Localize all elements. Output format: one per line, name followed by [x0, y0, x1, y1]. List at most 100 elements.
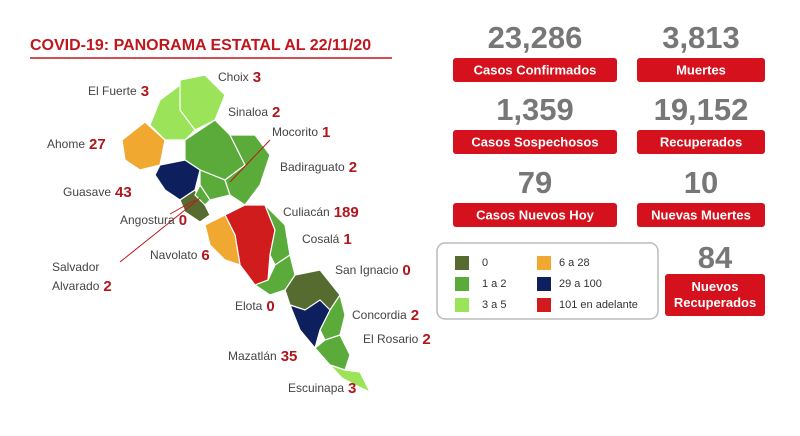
municipality-value: 35: [281, 348, 298, 365]
municipality-value: 6: [201, 247, 209, 264]
municipality-name: Angostura: [120, 213, 175, 227]
municipality-label: Navolato 6: [150, 247, 210, 264]
stat-label: Recuperados: [660, 134, 742, 149]
legend-swatch: [537, 256, 551, 270]
stat-value: 19,152: [654, 92, 749, 127]
stat-value: 10: [684, 165, 718, 200]
municipality-name: Choix: [218, 70, 249, 84]
stat-label: Muertes: [676, 62, 726, 77]
municipality-name: El Fuerte: [88, 84, 137, 98]
legend-swatch: [455, 256, 469, 270]
municipality-value: 0: [402, 262, 410, 279]
municipality-area: [288, 299, 331, 350]
municipality-area: [194, 183, 211, 206]
legend-label: 6 a 28: [559, 257, 590, 269]
municipality-value: 0: [266, 298, 274, 315]
municipality-name: San Ignacio: [335, 263, 399, 277]
municipality-label: Alvarado 2: [52, 278, 112, 295]
municipality-name: Guasave: [63, 185, 111, 199]
municipality-name: Salvador: [52, 260, 99, 274]
municipality-label: San Ignacio 0: [335, 262, 411, 279]
municipality-value: 0: [179, 212, 187, 229]
municipality-name: El Rosario: [363, 332, 419, 346]
map: [121, 74, 372, 394]
leader-line: [169, 199, 196, 215]
municipality-value: 2: [103, 278, 111, 295]
municipality-area: [204, 214, 241, 266]
municipality-name: Sinaloa: [228, 105, 268, 119]
municipality-value: 3: [348, 380, 356, 397]
legend-label: 0: [482, 257, 488, 269]
stat-value: 79: [518, 165, 552, 200]
stat-label: Casos Confirmados: [474, 62, 597, 77]
stat-value: 3,813: [662, 20, 740, 55]
municipality-label: Mazatlán 35: [228, 348, 297, 365]
legend-swatch: [455, 277, 469, 291]
municipality-label: Ahome 27: [47, 136, 106, 153]
municipality-name: Ahome: [47, 137, 85, 151]
stat-label-box: [453, 130, 617, 154]
municipality-area: [314, 334, 351, 371]
stat-label-box: [453, 58, 617, 82]
municipality-label: Escuinapa 3: [288, 380, 356, 397]
municipality-name: Elota: [235, 299, 263, 313]
title: COVID-19: PANORAMA ESTATAL AL 22/11/20: [30, 37, 371, 54]
leader-line: [229, 139, 271, 183]
municipality-label: Badiraguato 2: [280, 159, 357, 176]
stat-label-wrap: Nuevos Recuperados: [673, 279, 757, 310]
municipality-area: [253, 254, 296, 296]
municipality-value: 189: [334, 204, 359, 221]
municipality-name: Concordia: [352, 308, 407, 322]
stat-value: 1,359: [496, 92, 574, 127]
legend-swatch: [537, 277, 551, 291]
municipality-label: Guasave 43: [63, 184, 132, 201]
stat-label: Casos Nuevos Hoy: [476, 207, 595, 222]
leader-line: [119, 197, 201, 263]
leader-lines: [119, 139, 271, 263]
municipality-name: Mazatlán: [228, 349, 277, 363]
municipality-area: [199, 169, 231, 201]
stat-label: Casos Sospechosos: [471, 134, 598, 149]
municipality-value: 2: [411, 307, 419, 324]
municipality-value: 43: [115, 184, 132, 201]
municipality-name: Badiraguato: [280, 160, 345, 174]
municipality-name: Alvarado: [52, 279, 100, 293]
municipality-value: 3: [253, 69, 261, 86]
municipality-value: 2: [422, 331, 430, 348]
stat-label-box: [637, 58, 765, 82]
municipality-label: Angostura 0: [120, 212, 187, 229]
stat-value: 23,286: [488, 20, 583, 55]
municipality-label: Mocorito 1: [272, 124, 330, 141]
municipality-label: Concordia 2: [352, 307, 419, 324]
municipality-name: Mocorito: [272, 125, 318, 139]
municipality-value: 1: [322, 124, 330, 141]
municipality-label: Cosalá 1: [302, 231, 352, 248]
municipality-label: El Fuerte 3: [88, 83, 149, 100]
legend-label: 101 en adelante: [559, 299, 638, 311]
legend-swatch: [537, 298, 551, 312]
stat-label-box: [637, 203, 765, 227]
municipality-value: 3: [141, 83, 149, 100]
municipality-area: [179, 189, 211, 223]
stat-label-box: [453, 203, 617, 227]
legend-label: 3 a 5: [482, 299, 506, 311]
municipality-value: 2: [349, 159, 357, 176]
stat-label-box: [665, 274, 765, 316]
municipality-label: El Rosario 2: [363, 331, 431, 348]
municipality-name: Culiacán: [283, 205, 330, 219]
municipality-label: Culiacán 189: [283, 204, 359, 221]
legend-swatch: [455, 298, 469, 312]
legend-label: 1 a 2: [482, 278, 506, 290]
stat-value: 84: [698, 240, 733, 275]
municipality-label: Choix 3: [218, 69, 261, 86]
municipality-name: Escuinapa: [288, 381, 344, 395]
stat-label-box: [637, 130, 765, 154]
municipality-name: Navolato: [150, 248, 198, 262]
municipality-area: [329, 364, 372, 394]
municipality-value: 27: [89, 136, 106, 153]
legend-box: [436, 242, 659, 320]
stat-label: Nuevos Recuperados: [673, 279, 757, 310]
